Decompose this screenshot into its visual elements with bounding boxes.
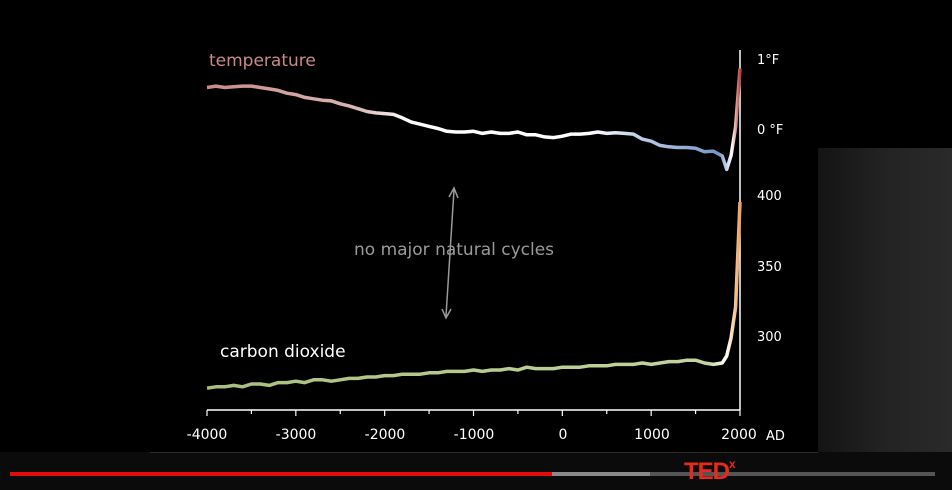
x-tick-label: -4000 — [186, 427, 228, 443]
double-arrow-icon — [441, 186, 459, 320]
tedx-logo: TEDx — [684, 457, 736, 485]
progress-played — [10, 472, 553, 476]
stage-floor — [0, 452, 952, 490]
x-unit-label: AD — [766, 429, 785, 444]
temp-y-tick-label: 0 °F — [757, 123, 784, 138]
annotation-text: no major natural cycles — [354, 240, 555, 260]
co2-label: carbon dioxide — [220, 342, 346, 362]
x-tick-label: -1000 — [453, 427, 495, 443]
x-tick-label: -3000 — [275, 427, 317, 443]
x-tick-label: -2000 — [364, 427, 406, 443]
temperature-label: temperature — [209, 51, 316, 71]
video-progress-bar[interactable] — [10, 472, 935, 476]
x-tick-label: 1000 — [634, 427, 670, 443]
x-tick-label: 0 — [558, 427, 568, 443]
co2-y-tick-label: 300 — [757, 330, 782, 345]
temp-y-tick-label: 1°F — [757, 53, 780, 68]
x-tick-label: 2000 — [721, 427, 757, 443]
temperature-series-line — [206, 68, 742, 172]
co2-y-tick-label: 350 — [757, 260, 782, 275]
slide-bottom-edge — [150, 452, 818, 453]
co2-series-line — [206, 201, 742, 390]
co2-y-tick-label: 400 — [757, 189, 782, 204]
stage-background — [818, 148, 952, 490]
